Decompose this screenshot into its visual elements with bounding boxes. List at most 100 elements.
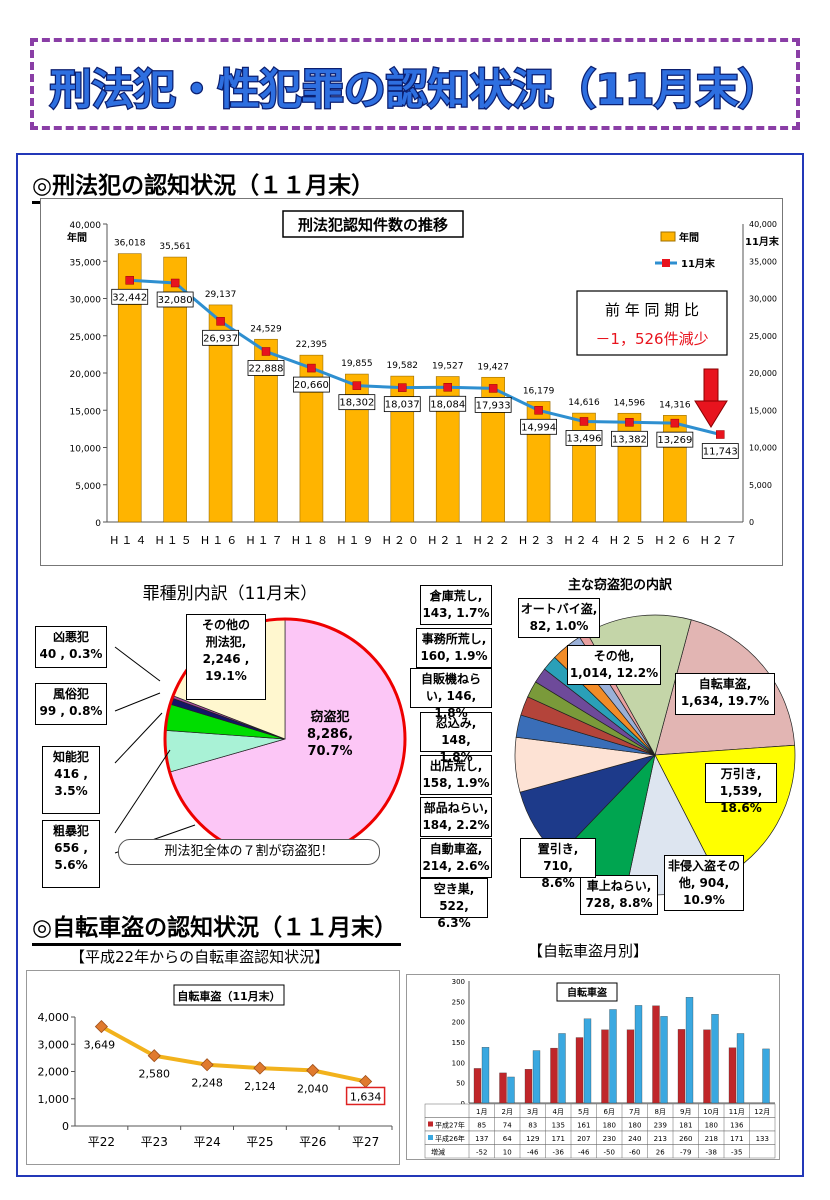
annual-value-label: 35,561 xyxy=(159,242,191,252)
table-cell: -60 xyxy=(629,1149,640,1157)
november-value-label: 18,084 xyxy=(430,399,465,410)
table-cell: 10月 xyxy=(703,1108,719,1116)
bicycle-monthly-title: 自転車盗 xyxy=(567,986,607,999)
bicycle-monthly-chart: 自転車盗 050100150200250300 1月2月3月4月5月6月7月8月… xyxy=(406,974,780,1160)
annual-bar xyxy=(435,376,460,523)
table-cell: 171 xyxy=(730,1135,743,1143)
violent-crime-label: 粗暴犯 656 , 5.6% xyxy=(42,820,100,888)
bicycle-trend-value: 1,634 xyxy=(350,1090,382,1103)
x-tick-label: H１８ xyxy=(292,534,331,547)
intellectual-crime-label: 知能犯 416 , 3.5% xyxy=(42,746,100,814)
bicycle-monthly-caption: 【自転車盗月別】 xyxy=(528,942,649,960)
theft-bicycle-label: 自転車盗, 1,634, 19.7% xyxy=(675,673,775,715)
monthly-bar-2014 xyxy=(558,1033,566,1104)
november-marker xyxy=(125,276,134,285)
table-cell: 260 xyxy=(679,1135,692,1143)
november-value-box xyxy=(611,430,648,447)
annual-value-label: 36,018 xyxy=(114,239,146,249)
bicycle-trend-value: 2,248 xyxy=(191,1077,223,1090)
bicycle-monthly-title-box xyxy=(556,982,618,1002)
bicycle-trend-marker xyxy=(200,1058,214,1072)
intellectual-crime-label-line: 416 , xyxy=(54,767,88,781)
x-tick-label: 平24 xyxy=(193,1135,220,1149)
table-cell: -38 xyxy=(706,1149,717,1157)
latest-value-box xyxy=(345,1086,386,1106)
right-y-tick-label: 40,000 xyxy=(749,220,777,229)
november-marker xyxy=(261,347,271,356)
theft-shoplift-label: 万引き, 1,539, 18.6% xyxy=(705,763,777,815)
intellectual-crime-label-line: 知能犯 xyxy=(52,750,89,764)
theft-share-note: 刑法犯全体の７割が窃盗犯！ xyxy=(118,839,380,865)
theft-label-line: 窃盗犯 xyxy=(310,710,350,725)
theft-okibiki-label: 置引き, 710, 8.6% xyxy=(520,838,596,890)
right-y-tick-label: 10,000 xyxy=(749,444,777,453)
table-cell: 180 xyxy=(603,1122,616,1130)
legend-marker-swatch xyxy=(662,259,670,267)
annual-bar xyxy=(254,338,278,523)
heinous-crime-label-line: 40 , 0.3% xyxy=(39,647,103,661)
crime-trend-chart: 刑法犯認知件数の推移 年間 11月末 0 0 5,000 5,000 10,000 10,… xyxy=(40,198,783,566)
title-banner xyxy=(30,38,800,130)
x-tick-label: 平26 xyxy=(299,1135,326,1149)
bicycle-trend-value: 2,040 xyxy=(297,1082,329,1095)
other-crime-label-line: その他の xyxy=(201,618,250,632)
november-value-label: 14,994 xyxy=(521,422,556,433)
november-value-box xyxy=(156,291,194,308)
data-table-row xyxy=(424,1144,776,1159)
theft-other-label-line: その他, xyxy=(593,649,635,663)
bicycle-trend-chart: 自転車盗（11月末） 0 1,000 2,000 3,000 4,000 平22 平23 平2… xyxy=(26,970,400,1165)
annual-bar xyxy=(117,253,142,523)
theft-akisu-label-line: 6.3% xyxy=(437,916,471,930)
right-y-tick-label: 15,000 xyxy=(749,406,777,415)
heinous-crime-label-line: 凶悪犯 xyxy=(52,630,89,644)
theft-other-label: その他, 1,014, 12.2% xyxy=(567,645,661,685)
table-cell: 133 xyxy=(756,1135,769,1143)
table-cell: 213 xyxy=(654,1135,667,1143)
theft-motorcycle-label: オートバイ盗, 82, 1.0% xyxy=(518,598,600,638)
monthly-bar-2014 xyxy=(609,1009,617,1104)
november-value-label: 32,442 xyxy=(112,292,147,303)
theft-car-label: 車上ねらい, 728, 8.8% xyxy=(580,875,658,915)
table-legend-swatch xyxy=(428,1135,433,1140)
november-marker xyxy=(307,363,316,373)
monthly-bar-2014 xyxy=(736,1033,745,1104)
november-value-label: 18,037 xyxy=(385,400,420,411)
monthly-bar-2014 xyxy=(762,1048,770,1104)
annual-value-label: 24,529 xyxy=(250,324,282,334)
theft-label: 窃盗犯 8,286, 70.7% xyxy=(297,707,363,777)
november-marker xyxy=(216,317,225,326)
monthly-bar-2014 xyxy=(507,1076,515,1104)
table-cell: -46 xyxy=(527,1149,539,1157)
table-cell: 10 xyxy=(503,1149,512,1157)
y-tick-label: 2,000 xyxy=(38,1066,70,1079)
annual-bar xyxy=(572,412,596,523)
theft-stall-label: 出店荒し, 158, 1.9% xyxy=(420,755,492,795)
november-value-box xyxy=(520,418,557,435)
x-tick-label: 平25 xyxy=(246,1135,273,1149)
monthly-bar-2014 xyxy=(583,1018,592,1104)
x-tick-label: H２５ xyxy=(610,534,649,547)
november-value-label: 13,382 xyxy=(612,434,647,445)
theft-other-label-line: 1,014, 12.2% xyxy=(569,666,659,680)
moral-crime-label-line: 風俗犯 xyxy=(52,687,89,701)
theft-label-line: 70.7% xyxy=(307,744,353,759)
theft-vending-label-line: 自販機ねら xyxy=(420,672,481,686)
annual-value-label: 16,179 xyxy=(523,386,555,396)
theft-noninv-label-line: 非侵入盗その xyxy=(667,859,740,873)
november-value-box xyxy=(338,394,376,411)
november-value-label: 13,269 xyxy=(657,435,692,446)
table-cell: 7月 xyxy=(629,1108,640,1116)
november-marker xyxy=(352,381,362,390)
theft-noninv-label: 非侵入盗その 他, 904, 10.9% xyxy=(664,855,744,911)
theft-okibiki-label-line: 置引き, 710, xyxy=(537,842,579,873)
november-marker xyxy=(579,417,589,426)
y-tick-label: 0 xyxy=(62,1120,69,1133)
table-cell: 181 xyxy=(679,1122,692,1130)
x-tick-label: H２６ xyxy=(655,534,694,547)
annual-value-label: 19,582 xyxy=(387,361,419,371)
intellectual-crime-label-line: 3.5% xyxy=(54,784,88,798)
monthly-bar-2015 xyxy=(677,1029,686,1104)
violent-crime-label-line: 粗暴犯 xyxy=(52,824,89,838)
y-tick-label: 100 xyxy=(452,1059,465,1067)
legend-line-label: 11月末 xyxy=(681,257,716,270)
